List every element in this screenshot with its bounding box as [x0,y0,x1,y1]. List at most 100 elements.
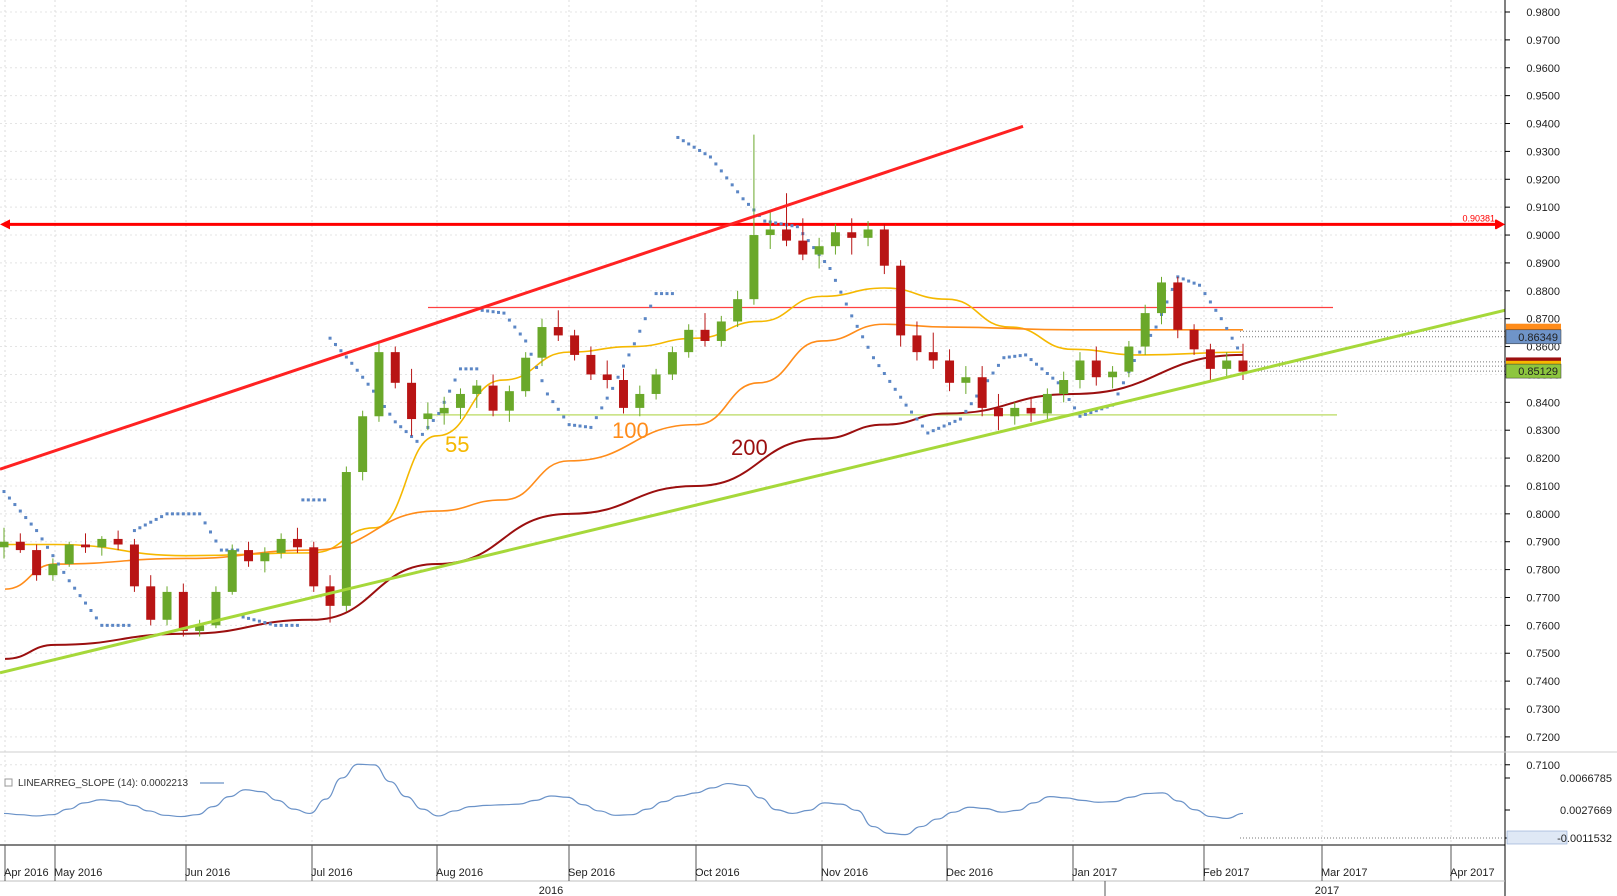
indicator-toggle-icon[interactable] [4,778,13,787]
candle-body[interactable] [749,235,759,300]
candle-body[interactable] [504,391,514,411]
candle-body[interactable] [211,591,221,626]
candle-body[interactable] [1075,360,1085,381]
candle-body[interactable] [782,229,792,241]
candle-body[interactable] [1108,371,1118,378]
candle-body[interactable] [928,352,938,361]
candle-body[interactable] [553,327,563,336]
candle-body[interactable] [993,407,1003,417]
month-label[interactable]: Sep 2016 [568,867,615,879]
lower-trend-line[interactable] [0,297,1552,675]
month-label[interactable]: Apr 2017 [1450,867,1495,879]
candle-body[interactable] [537,327,547,358]
candle-body[interactable] [146,586,156,620]
candle-body[interactable] [407,382,417,420]
candle-body[interactable] [97,538,107,548]
candle-body[interactable] [1222,360,1232,369]
candle-body[interactable] [977,377,987,408]
candle-body[interactable] [309,547,319,587]
month-label[interactable]: Jun 2016 [185,867,230,879]
candle-body[interactable] [227,550,237,592]
candle-body[interactable] [260,552,270,562]
month-label[interactable]: Jul 2016 [311,867,353,879]
candle-body[interactable] [586,354,596,375]
candle-body[interactable] [896,265,906,336]
candle-body[interactable] [798,240,808,255]
candle-body[interactable] [961,377,971,383]
candle-body[interactable] [129,544,139,587]
candle-body[interactable] [0,541,9,548]
psar-dot [931,429,935,433]
candle-body[interactable] [1124,346,1134,372]
candle-body[interactable] [423,413,433,420]
candle-body[interactable] [472,385,482,394]
candle-body[interactable] [64,544,74,565]
candle-body[interactable] [847,232,857,238]
candle-body[interactable] [1059,380,1069,394]
candle-body[interactable] [912,335,922,353]
candle-body[interactable] [684,329,694,353]
month-label[interactable]: May 2016 [54,867,102,879]
psar-dot [736,190,740,194]
candle-body[interactable] [667,352,677,375]
candle-body[interactable] [341,472,351,606]
candle-body[interactable] [1140,313,1150,347]
candle-body[interactable] [325,586,335,606]
candle-body[interactable] [455,393,465,408]
candle-body[interactable] [651,374,661,394]
candle-body[interactable] [15,541,25,551]
candle-body[interactable] [488,385,498,411]
candle-body[interactable] [945,360,955,383]
candle-body[interactable] [1173,282,1183,330]
candle-body[interactable] [1238,360,1248,372]
candle-body[interactable] [733,299,743,322]
candle-body[interactable] [113,538,123,545]
candle-body[interactable] [570,335,580,355]
candle-body[interactable] [1157,282,1166,314]
candle-body[interactable] [292,538,302,548]
candle-body[interactable] [1010,407,1020,417]
candle-body[interactable] [830,232,840,247]
month-label[interactable]: Feb 2017 [1203,867,1249,879]
candle-body[interactable] [439,407,449,414]
candle-body[interactable] [48,564,58,576]
candle-body[interactable] [81,544,90,548]
time-axis[interactable]: Apr 2016 May 2016 Jun 2016 Jul 2016 Aug 2016… [0,844,1505,896]
candle-body[interactable] [635,393,645,408]
candle-body[interactable] [1026,407,1036,414]
candle-body[interactable] [700,329,710,341]
candle-body[interactable] [863,229,873,238]
candles[interactable] [0,134,1248,637]
candle-body[interactable] [1091,360,1101,378]
candle-body[interactable] [162,591,172,620]
month-label[interactable]: Dec 2016 [946,867,993,879]
month-label[interactable]: Mar 2017 [1321,867,1367,879]
candle-body[interactable] [521,357,531,392]
candle-body[interactable] [276,538,286,553]
month-label[interactable]: Oct 2016 [695,867,740,879]
trend-lines[interactable] [0,124,1552,675]
candle-body[interactable] [1189,329,1199,350]
candle-body[interactable] [390,352,400,383]
candle-body[interactable] [178,591,188,631]
candle-body[interactable] [619,380,628,408]
candle-body[interactable] [32,550,42,576]
candle-body[interactable] [716,321,726,341]
candle-body[interactable] [602,374,612,381]
candle-body[interactable] [765,229,775,236]
upper-channel-line[interactable] [0,124,1024,471]
candle-body[interactable] [1205,349,1215,369]
candle-body[interactable] [1042,393,1052,414]
month-label[interactable]: Apr 2016 [4,867,49,879]
candle-body[interactable] [195,625,205,631]
candle-body[interactable] [814,246,824,255]
candle-body[interactable] [244,550,254,562]
month-label[interactable]: Jan 2017 [1072,867,1117,879]
candle-body[interactable] [358,416,368,473]
candle-body[interactable] [374,352,384,417]
candle-body[interactable] [879,229,889,266]
month-label[interactable]: Nov 2016 [821,867,868,879]
month-label[interactable]: Aug 2016 [436,867,483,879]
price-axis[interactable]: 0.9800 0.9700 0.9600 0.9500 0.9400 0.9300 0.92… [1496,0,1617,896]
